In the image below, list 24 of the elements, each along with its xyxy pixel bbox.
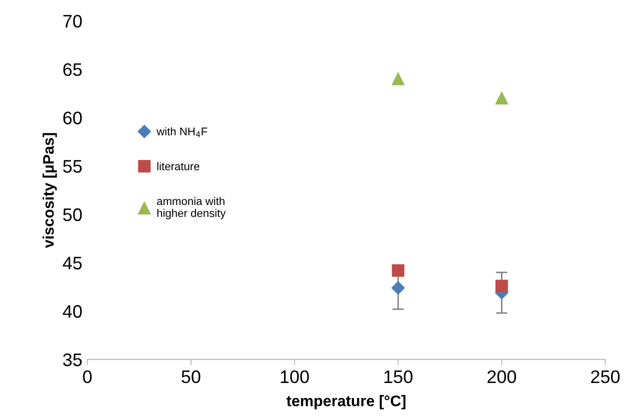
- y-tick-label: 45: [62, 256, 82, 270]
- x-axis-title: temperature [°C]: [286, 395, 406, 410]
- y-tick-label: 55: [63, 160, 82, 173]
- y-axis-title: viscosity [µPas]: [42, 133, 57, 248]
- legend-label: ammonia with higher density: [157, 196, 226, 220]
- x-tick-label: 200: [488, 370, 516, 384]
- legend-label: literature: [157, 162, 200, 170]
- point: [392, 264, 404, 277]
- x-tick-label: 150: [384, 370, 412, 384]
- point: [495, 92, 508, 105]
- x-tick-label: 0: [83, 370, 92, 384]
- y-tick-label: 35: [63, 353, 82, 366]
- x-tick-label: 100: [280, 370, 309, 384]
- y-tick-label: 65: [63, 63, 82, 76]
- y-tick-label: 40: [62, 305, 82, 318]
- point: [392, 281, 405, 294]
- point: [392, 72, 404, 86]
- point: [495, 280, 508, 292]
- x-tick-label: 250: [591, 370, 620, 384]
- legend-label: with NH$_{4}$F: [156, 127, 208, 138]
- y-tick-label: 60: [63, 112, 82, 124]
- y-tick-label: 50: [63, 208, 82, 222]
- y-tick-label: 70: [63, 14, 82, 28]
- x-tick-label: 50: [182, 370, 200, 384]
